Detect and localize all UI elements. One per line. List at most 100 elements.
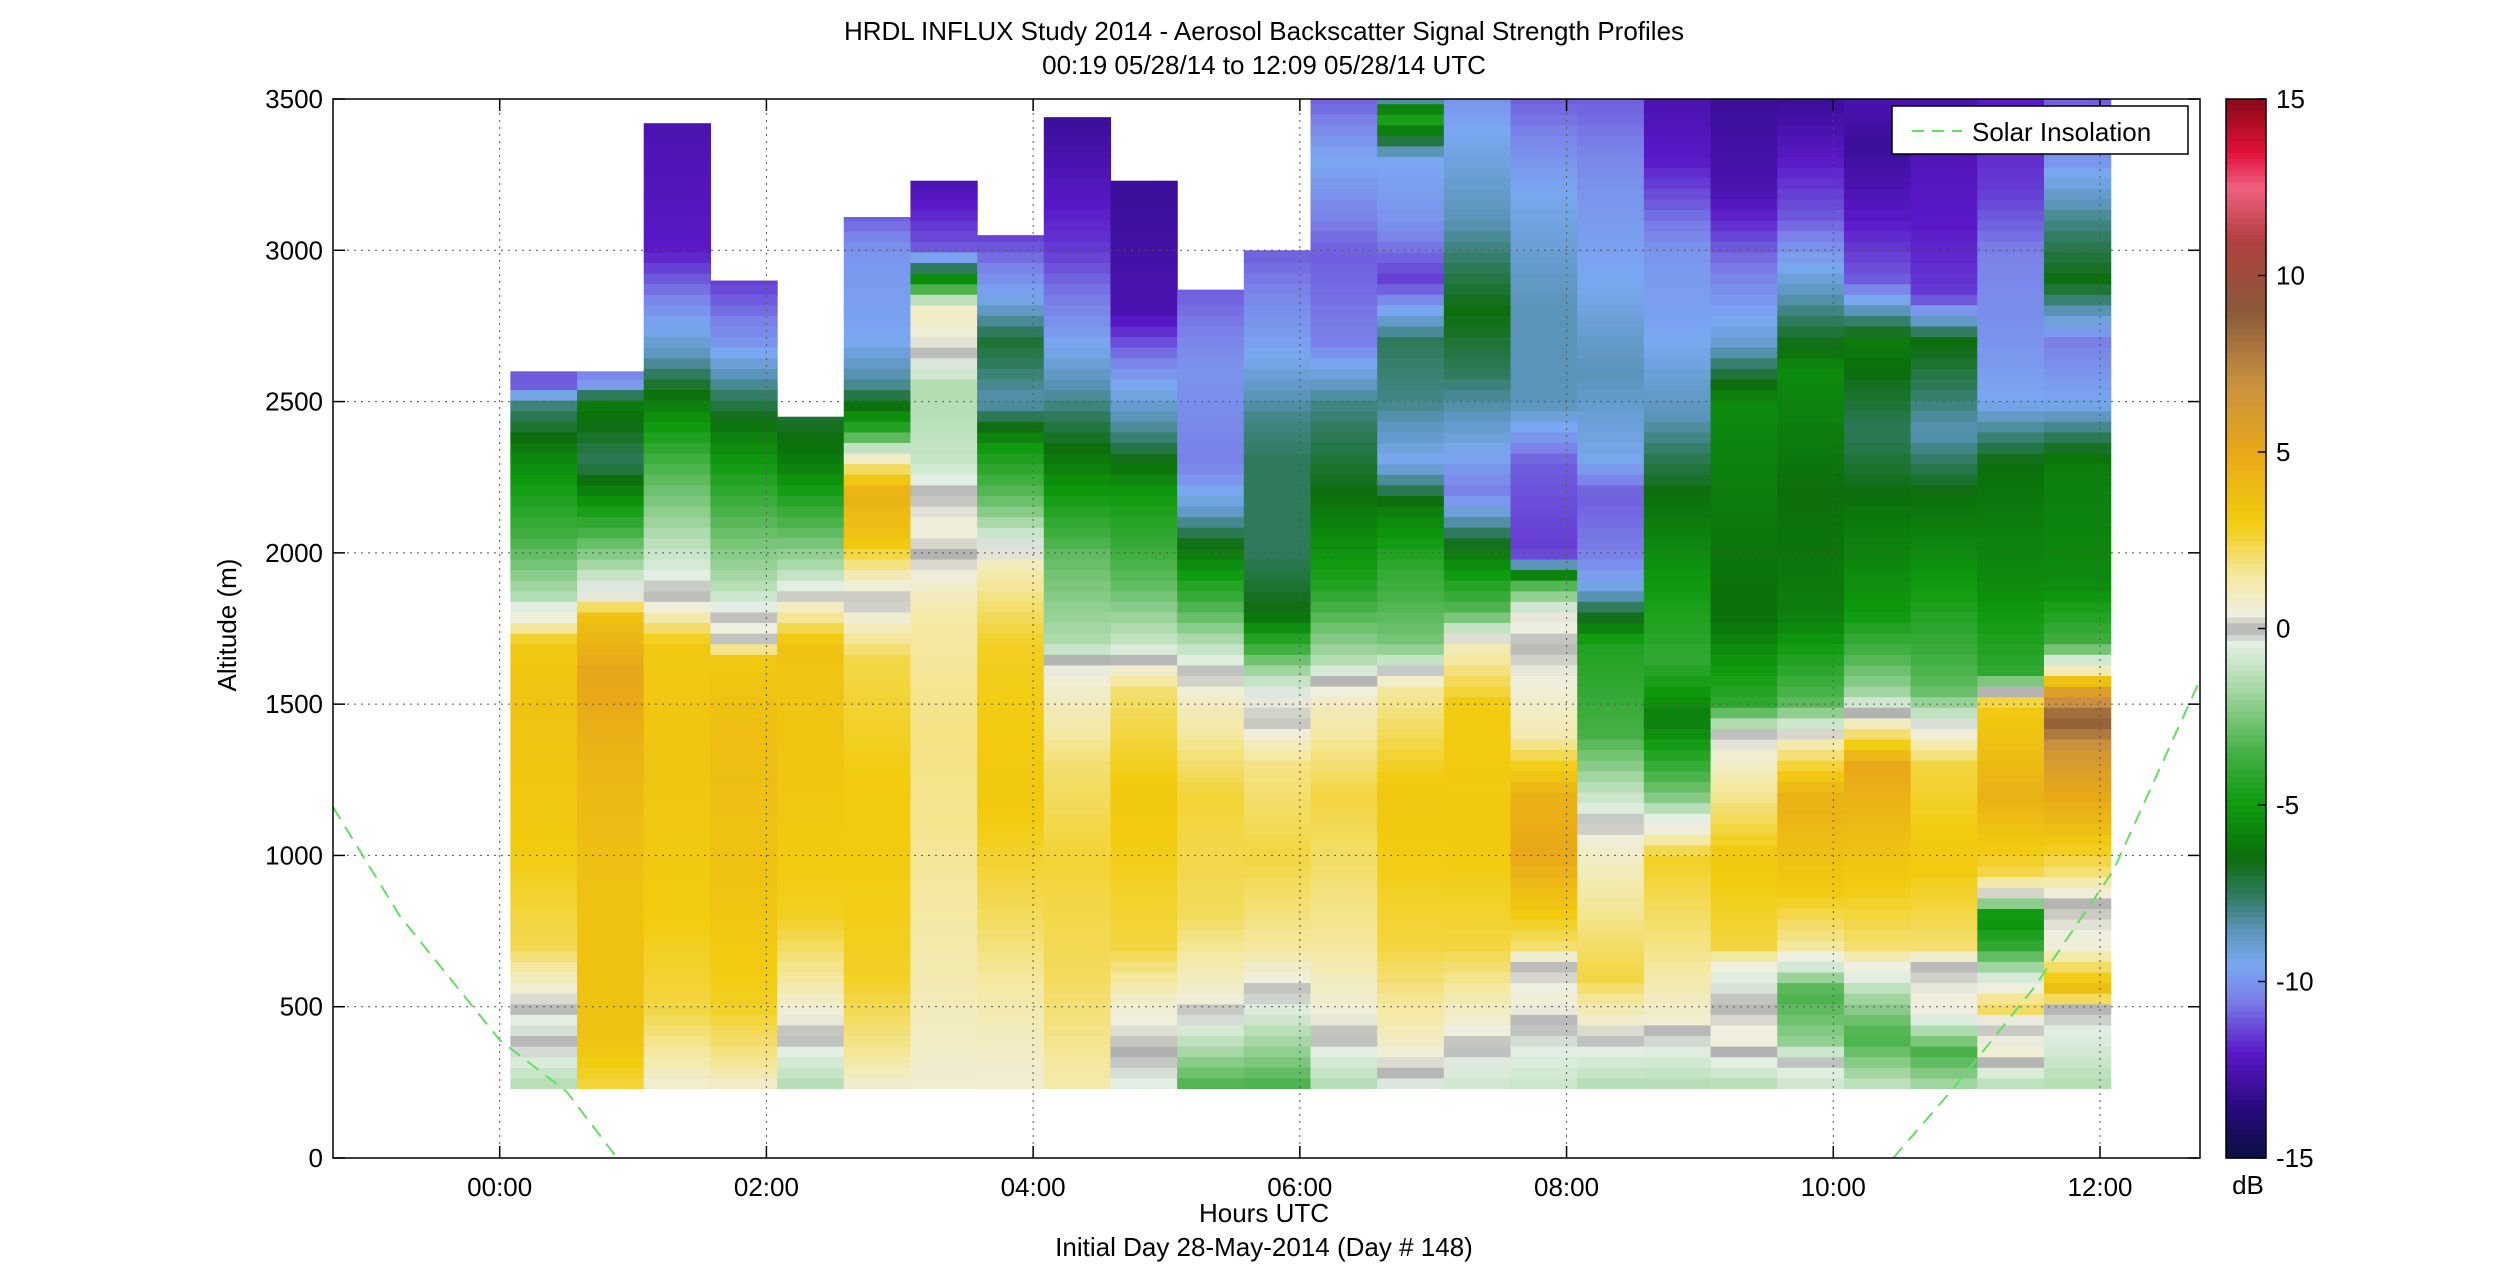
heatmap-cell	[2043, 738, 2112, 751]
colorbar-segment	[2226, 204, 2266, 212]
heatmap-cell	[1843, 781, 1912, 793]
heatmap-cell	[1843, 929, 1912, 941]
heatmap-cell	[1443, 601, 1512, 613]
heatmap-cell	[643, 378, 711, 391]
heatmap-cell	[1710, 230, 1778, 242]
heatmap-cell	[1510, 442, 1578, 454]
heatmap-cell	[910, 400, 978, 412]
heatmap-cell	[510, 897, 578, 909]
heatmap-cell	[1043, 272, 1112, 285]
profile-column	[1510, 99, 1578, 1090]
heatmap-cell	[777, 675, 845, 687]
colorbar-segment	[2226, 793, 2266, 800]
heatmap-cell	[710, 283, 778, 295]
heatmap-cell	[510, 516, 578, 528]
colorbar-segment	[2226, 816, 2266, 824]
heatmap-cell	[1977, 1077, 2045, 1090]
heatmap-cell	[1843, 791, 1912, 804]
heatmap-cell	[1177, 1014, 1245, 1026]
heatmap-cell	[2043, 1067, 2112, 1079]
heatmap-cell	[1643, 601, 1712, 613]
heatmap-cell	[1510, 696, 1578, 708]
heatmap-cell	[577, 421, 645, 433]
heatmap-cell	[1910, 315, 1978, 327]
heatmap-cell	[577, 950, 645, 962]
heatmap-cell	[1510, 791, 1578, 804]
heatmap-cell	[1777, 971, 1845, 984]
heatmap-cell	[1177, 749, 1245, 761]
heatmap-cell	[910, 654, 978, 666]
heatmap-cell	[843, 664, 912, 676]
heatmap-cell	[1510, 866, 1578, 878]
heatmap-cell	[1843, 622, 1912, 634]
heatmap-cell	[1310, 527, 1378, 539]
heatmap-cell	[1043, 654, 1112, 666]
heatmap-cell	[1777, 844, 1845, 857]
heatmap-cell	[1243, 654, 1312, 666]
heatmap-cell	[1043, 993, 1112, 1005]
heatmap-cell	[1510, 1003, 1578, 1015]
heatmap-cell	[1577, 474, 1645, 486]
heatmap-cell	[1377, 728, 1445, 740]
heatmap-cell	[1310, 1056, 1378, 1068]
heatmap-cell	[643, 209, 711, 221]
heatmap-cell	[1777, 241, 1845, 253]
heatmap-cell	[843, 294, 912, 306]
heatmap-cell	[1643, 781, 1712, 793]
heatmap-cell	[1910, 887, 1978, 899]
heatmap-cell	[1643, 1003, 1712, 1015]
heatmap-cell	[1510, 325, 1578, 338]
heatmap-cell	[577, 1056, 645, 1068]
heatmap-cell	[2043, 940, 2112, 952]
heatmap-cell	[1243, 1077, 1312, 1090]
legend-label-solar-insolation: Solar Insolation	[1972, 117, 2151, 147]
heatmap-cell	[1910, 198, 1978, 211]
heatmap-cell	[1843, 855, 1912, 867]
heatmap-cell	[1310, 791, 1378, 804]
colorbar-segment	[2226, 604, 2266, 612]
heatmap-cell	[1177, 1024, 1245, 1037]
heatmap-cell	[643, 633, 711, 645]
heatmap-cell	[1443, 220, 1512, 232]
heatmap-cell	[1843, 124, 1912, 136]
heatmap-cell	[1510, 897, 1578, 909]
colorbar-segment	[2226, 387, 2266, 394]
heatmap-cell	[643, 357, 711, 369]
heatmap-cell	[1510, 1035, 1578, 1047]
heatmap-cell	[710, 982, 778, 994]
heatmap-cell	[1177, 294, 1245, 306]
heatmap-cell	[1777, 505, 1845, 518]
heatmap-cell	[1777, 611, 1845, 624]
heatmap-cell	[2043, 516, 2112, 528]
colorbar-segment	[2226, 563, 2266, 571]
heatmap-cell	[1310, 389, 1378, 401]
colorbar-segment	[2226, 963, 2266, 971]
heatmap-cell	[1710, 262, 1778, 274]
heatmap-cell	[1443, 993, 1512, 1005]
heatmap-cell	[777, 484, 845, 496]
heatmap-cell	[910, 283, 978, 295]
heatmap-cell	[1110, 897, 1178, 909]
heatmap-cell	[1310, 272, 1378, 285]
heatmap-cell	[1110, 484, 1178, 496]
heatmap-cell	[710, 495, 778, 507]
colorbar-segment	[2226, 281, 2266, 288]
heatmap-cell	[1443, 728, 1512, 740]
heatmap-cell	[1910, 760, 1978, 772]
colorbar-segment	[2226, 799, 2266, 806]
colorbar-segment	[2226, 1057, 2266, 1065]
heatmap-cell	[1710, 241, 1778, 253]
heatmap-cell	[977, 421, 1045, 433]
heatmap-cell	[1177, 961, 1245, 973]
heatmap-cell	[1110, 188, 1178, 200]
heatmap-cell	[710, 781, 778, 793]
heatmap-cell	[1177, 516, 1245, 528]
heatmap-cell	[710, 760, 778, 772]
heatmap-cell	[710, 971, 778, 984]
heatmap-cell	[1510, 220, 1578, 232]
heatmap-cell	[1910, 643, 1978, 655]
heatmap-cell	[1310, 135, 1378, 147]
heatmap-cell	[577, 474, 645, 486]
heatmap-cell	[1243, 855, 1312, 867]
heatmap-cell	[1843, 982, 1912, 994]
